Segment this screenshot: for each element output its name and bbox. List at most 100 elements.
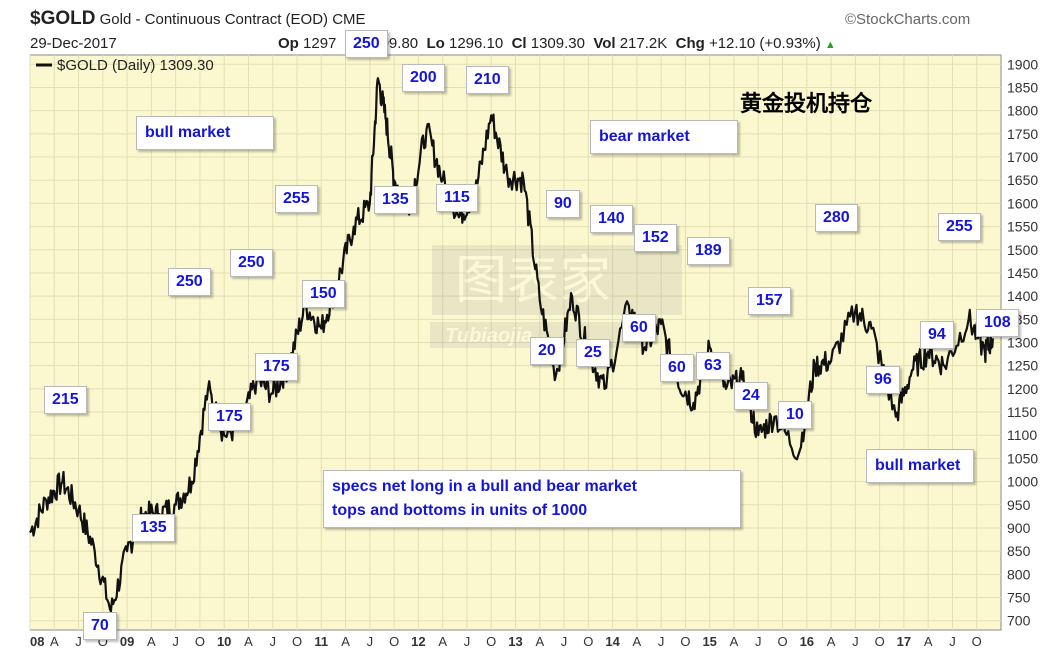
- x-tick-label: J: [270, 634, 277, 649]
- x-tick-label: A: [341, 634, 350, 649]
- x-tick-label: A: [50, 634, 59, 649]
- annotation-bull-market-2: bull market: [866, 449, 974, 483]
- annotation-value: 94: [920, 321, 954, 349]
- x-tick-label: A: [633, 634, 642, 649]
- up-arrow-icon: ▲: [824, 39, 836, 51]
- legend-label: $GOLD (Daily) 1309.30: [57, 57, 214, 74]
- source-credit: ©StockCharts.com: [845, 11, 971, 28]
- annotation-value: 255: [938, 213, 981, 241]
- y-tick-label: 1650: [1007, 172, 1038, 188]
- x-tick-label: A: [924, 634, 933, 649]
- x-tick-label: J: [755, 634, 762, 649]
- y-tick-label: 1100: [1007, 427, 1037, 443]
- annotation-value: 152: [634, 224, 677, 252]
- x-tick-label: O: [195, 634, 205, 649]
- y-tick-label: 800: [1007, 566, 1031, 582]
- annotation-value: 96: [866, 366, 900, 394]
- y-tick-label: 1700: [1007, 149, 1038, 165]
- x-tick-label: A: [535, 634, 544, 649]
- watermark-sub: Tubiaojia: [445, 325, 532, 347]
- y-tick-label: 1800: [1007, 103, 1038, 119]
- y-tick-label: 1000: [1007, 474, 1038, 490]
- annotation-value: 157: [748, 287, 791, 315]
- annotation-value: 108: [976, 309, 1019, 337]
- x-tick-label: J: [75, 634, 82, 649]
- header-symbol-line: $GOLD Gold - Continuous Contract (EOD) C…: [30, 8, 366, 30]
- annotation-value: 215: [44, 386, 87, 414]
- x-tick-label: O: [583, 634, 593, 649]
- y-tick-label: 1250: [1007, 358, 1038, 374]
- x-tick-label: J: [852, 634, 859, 649]
- y-tick-label: 1200: [1007, 381, 1038, 397]
- y-tick-label: 1450: [1007, 265, 1038, 281]
- annotation-value: 255: [275, 185, 318, 213]
- annotation-value: 115: [436, 184, 478, 212]
- annotation-value: 24: [734, 382, 768, 410]
- x-tick-label: 10: [217, 634, 231, 649]
- x-tick-label: J: [561, 634, 568, 649]
- symbol: $GOLD: [30, 8, 96, 29]
- chinese-title: 黄金投机持仓: [740, 92, 873, 117]
- gold-price-line: [29, 77, 994, 613]
- y-tick-label: 1850: [1007, 79, 1038, 95]
- annotation-value: 280: [815, 204, 858, 232]
- y-tick-label: 900: [1007, 520, 1031, 536]
- y-axis-ticks: 700 750 800 850 900 950 1000 1050 1100 1150 1200 12…: [1007, 56, 1038, 628]
- annotation-value: 20: [530, 337, 564, 365]
- x-tick-label: O: [486, 634, 496, 649]
- annotation-value: 250: [168, 268, 211, 296]
- x-tick-label: A: [730, 634, 739, 649]
- annotation-value: 10: [778, 401, 812, 429]
- x-tick-label: A: [438, 634, 447, 649]
- y-tick-label: 1550: [1007, 219, 1038, 235]
- annotation-value: 60: [622, 314, 656, 342]
- annotation-value: 189: [687, 237, 730, 265]
- annotation-value: 140: [590, 205, 633, 233]
- x-tick-label: O: [389, 634, 399, 649]
- x-tick-label: 09: [120, 634, 134, 649]
- annotation-value: 60: [660, 354, 694, 382]
- x-tick-label: J: [658, 634, 665, 649]
- x-tick-label: J: [949, 634, 956, 649]
- x-tick-label: O: [292, 634, 302, 649]
- x-tick-label: O: [680, 634, 690, 649]
- y-tick-label: 950: [1007, 497, 1031, 513]
- y-tick-label: 1400: [1007, 288, 1038, 304]
- annotation-value: 250: [230, 249, 273, 277]
- x-axis-ticks: 08 A J O 09 A J O 10 A J O 11 A J O 12 A J O 13 A J O 14 A J O 15 A J O…: [30, 634, 982, 649]
- annotation-value: 175: [255, 353, 298, 381]
- x-tick-label: 12: [411, 634, 425, 649]
- y-tick-label: 1750: [1007, 126, 1038, 142]
- annotation-value: 63: [696, 352, 730, 380]
- x-tick-label: 08: [30, 634, 44, 649]
- annotation-value: 210: [466, 66, 509, 94]
- x-tick-label: O: [98, 634, 108, 649]
- y-tick-label: 1150: [1007, 404, 1037, 420]
- y-tick-label: 1900: [1007, 56, 1038, 72]
- x-tick-label: 14: [605, 634, 620, 649]
- y-tick-label: 1600: [1007, 195, 1038, 211]
- legend: $GOLD (Daily) 1309.30: [36, 57, 214, 74]
- x-tick-label: 11: [314, 634, 328, 649]
- y-tick-label: 1050: [1007, 450, 1038, 466]
- x-tick-label: A: [827, 634, 836, 649]
- annotation-value: 25: [576, 339, 610, 367]
- annotation-value: 200: [402, 64, 445, 92]
- y-tick-label: 750: [1007, 590, 1031, 606]
- x-tick-label: O: [875, 634, 885, 649]
- annotation-value: 150: [302, 280, 345, 308]
- x-tick-label: 15: [702, 634, 716, 649]
- y-tick-label: 850: [1007, 543, 1031, 559]
- quote-date: 29-Dec-2017: [30, 35, 117, 52]
- y-tick-label: 1300: [1007, 335, 1038, 351]
- x-tick-label: J: [172, 634, 179, 649]
- x-tick-label: 17: [897, 634, 911, 649]
- x-tick-label: A: [244, 634, 253, 649]
- y-tick-label: 1500: [1007, 242, 1038, 258]
- x-tick-label: A: [147, 634, 156, 649]
- annotation-value: 175: [208, 403, 251, 431]
- annotation-bull-market: bull market: [136, 116, 274, 150]
- x-tick-label: J: [367, 634, 374, 649]
- x-tick-label: J: [464, 634, 471, 649]
